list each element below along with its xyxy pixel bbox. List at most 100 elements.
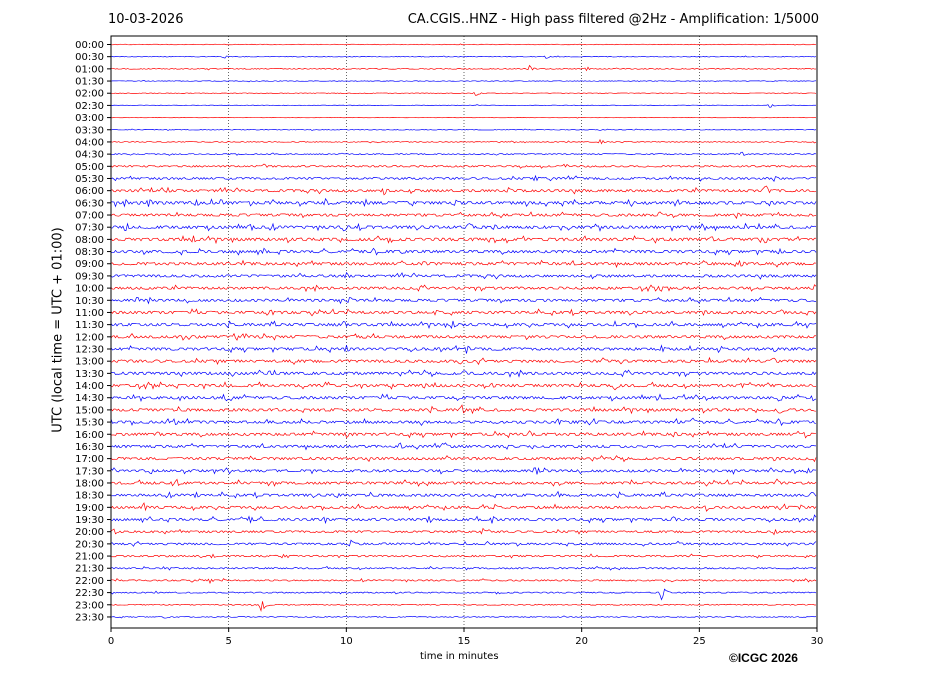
y-tick-label: 05:00	[75, 162, 104, 173]
trace-0730	[110, 222, 817, 232]
trace-1000	[110, 284, 817, 293]
y-tick-label: 07:30	[75, 223, 104, 234]
x-tick-label: 25	[693, 636, 706, 647]
trace-0700	[110, 211, 817, 220]
trace-2300	[110, 601, 817, 612]
trace-1930	[110, 514, 817, 525]
y-tick-label: 08:00	[75, 235, 104, 246]
y-tick-label: 09:30	[75, 271, 104, 282]
copyright-label: ©ICGC 2026	[729, 651, 798, 665]
y-tick-label: 06:00	[75, 186, 104, 197]
x-tick-label: 10	[340, 636, 353, 647]
trace-1030	[110, 296, 817, 305]
y-tick-label: 10:00	[75, 284, 104, 295]
trace-0000	[110, 43, 817, 46]
y-tick-label: 12:00	[75, 332, 104, 343]
y-tick-label: 19:30	[75, 515, 104, 526]
trace-0500	[110, 163, 817, 169]
trace-0330	[110, 128, 817, 131]
y-tick-label: 10:30	[75, 296, 104, 307]
y-tick-label: 02:30	[75, 101, 104, 112]
y-tick-label: 04:30	[75, 150, 104, 161]
trace-0800	[110, 235, 817, 245]
y-tick-label: 19:00	[75, 503, 104, 514]
trace-0830	[110, 247, 817, 256]
y-tick-label: 09:00	[75, 259, 104, 270]
y-tick-label: 21:00	[75, 552, 104, 563]
trace-0530	[110, 174, 817, 182]
trace-0130	[110, 80, 817, 83]
y-tick-label: 01:00	[75, 64, 104, 75]
trace-1730	[110, 467, 817, 475]
trace-2200	[110, 578, 817, 584]
y-tick-label: 14:30	[75, 393, 104, 404]
y-tick-label: 17:30	[75, 466, 104, 477]
trace-1130	[110, 320, 817, 330]
y-tick-label: 08:30	[75, 247, 104, 258]
y-tick-label: 01:30	[75, 77, 104, 88]
y-tick-label: 05:30	[75, 174, 104, 185]
x-tick-label: 20	[575, 636, 588, 647]
trace-0430	[110, 151, 817, 156]
y-tick-label: 00:30	[75, 52, 104, 63]
trace-1900	[110, 502, 817, 512]
plot-frame	[110, 35, 818, 629]
y-tick-label: 18:30	[75, 491, 104, 502]
y-tick-label: 16:30	[75, 442, 104, 453]
y-tick-label: 21:30	[75, 564, 104, 575]
trace-2130	[110, 565, 817, 571]
x-axis-label: time in minutes	[420, 651, 499, 662]
y-tick-label: 18:00	[75, 478, 104, 489]
trace-0300	[110, 117, 817, 119]
trace-1230	[110, 344, 817, 354]
trace-1530	[110, 417, 817, 427]
trace-1830	[110, 490, 817, 499]
trace-1500	[110, 404, 817, 415]
trace-0100	[110, 64, 817, 72]
trace-1200	[110, 332, 817, 341]
chart-title: CA.CGIS..HNZ - High pass filtered @2Hz -…	[407, 12, 819, 27]
y-tick-label: 23:00	[75, 600, 104, 611]
x-tick-label: 5	[225, 636, 231, 647]
trace-0230	[110, 104, 817, 108]
y-tick-label: 16:00	[75, 430, 104, 441]
y-tick-label: 06:30	[75, 198, 104, 209]
y-tick-label: 03:30	[75, 125, 104, 136]
vertical-grid-lines	[228, 36, 700, 628]
trace-1600	[110, 430, 817, 439]
y-tick-label: 04:00	[75, 137, 104, 148]
date-label: 10-03-2026	[108, 12, 184, 27]
trace-0030	[110, 55, 817, 59]
trace-2100	[110, 553, 817, 559]
trace-0630	[110, 197, 817, 208]
trace-1630	[110, 442, 817, 451]
y-tick-label: 07:00	[75, 211, 104, 222]
y-tick-label: 11:00	[75, 308, 104, 319]
trace-1800	[110, 478, 817, 487]
trace-0200	[110, 91, 817, 96]
trace-2030	[110, 539, 817, 547]
trace-1300	[110, 356, 817, 366]
y-tick-label: 15:30	[75, 418, 104, 429]
seismogram-traces	[110, 43, 817, 619]
y-tick-label: 02:00	[75, 89, 104, 100]
y-tick-label: 03:00	[75, 113, 104, 124]
trace-2000	[110, 527, 817, 536]
x-tick-label: 30	[811, 636, 824, 647]
y-tick-label: 14:00	[75, 381, 104, 392]
trace-2330	[110, 615, 817, 619]
y-tick-label: 22:00	[75, 576, 104, 587]
trace-1430	[110, 393, 817, 402]
y-tick-label: 00:00	[75, 40, 104, 51]
trace-1400	[110, 381, 817, 391]
y-tick-label: 11:30	[75, 320, 104, 331]
y-tick-label: 23:30	[75, 612, 104, 623]
trace-0900	[110, 259, 817, 269]
y-tick-label: 12:30	[75, 345, 104, 356]
trace-0600	[110, 185, 817, 196]
trace-0930	[110, 271, 817, 280]
x-tick-label: 0	[108, 636, 114, 647]
y-tick-label: 22:30	[75, 588, 104, 599]
